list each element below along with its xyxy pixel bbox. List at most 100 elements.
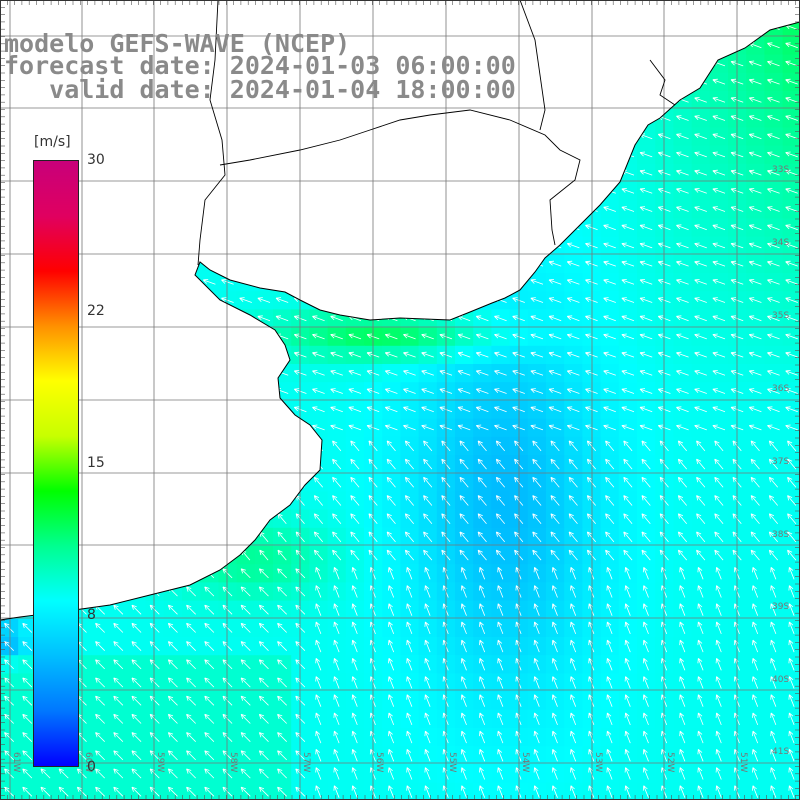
wind-cell — [327, 145, 347, 165]
wind-arrow — [4, 440, 14, 452]
wind-arrow — [330, 115, 343, 121]
wind-cell — [200, 236, 219, 256]
wind-arrow — [222, 513, 233, 524]
wind-cell — [491, 236, 511, 256]
wind-cell — [218, 364, 238, 383]
wind-cell — [145, 0, 165, 19]
lon-label: 59W — [155, 752, 165, 772]
wind-cell — [182, 400, 201, 420]
wind-cell — [418, 200, 438, 219]
wind-arrow — [239, 424, 252, 431]
wind-arrow — [221, 169, 234, 176]
wind-arrow — [2, 333, 16, 340]
wind-arrow — [277, 458, 287, 470]
wind-arrow — [131, 458, 142, 470]
wind-arrow — [148, 188, 161, 194]
wind-arrow — [4, 513, 14, 524]
wind-arrow — [421, 224, 434, 231]
wind-cell — [546, 72, 565, 92]
wind-arrow — [621, 78, 635, 85]
wind-cell — [782, 145, 800, 165]
colorbar-tick-22: 22 — [87, 303, 105, 319]
wind-arrow — [186, 440, 196, 452]
wind-arrow — [221, 351, 234, 358]
wind-cell — [163, 236, 183, 256]
wind-arrow — [130, 351, 143, 358]
wind-arrow — [403, 24, 416, 30]
wind-arrow — [22, 513, 32, 524]
wind-arrow — [148, 424, 161, 431]
wind-arrow — [257, 260, 271, 267]
wind-cell — [600, 72, 620, 92]
wind-cell — [127, 0, 147, 19]
wind-cell — [91, 418, 110, 438]
wind-cell — [200, 309, 219, 329]
wind-arrow — [475, 188, 489, 194]
wind-cell — [273, 127, 292, 147]
wind-arrow — [184, 151, 198, 158]
wind-arrow — [202, 169, 216, 176]
wind-cell — [236, 382, 256, 401]
wind-cell — [782, 91, 800, 110]
wind-cell — [382, 273, 401, 292]
wind-arrow — [111, 260, 125, 267]
wind-arrow — [95, 531, 105, 543]
wind-arrow — [20, 370, 34, 376]
wind-arrow — [148, 406, 161, 413]
wind-arrow — [257, 206, 271, 212]
wind-cell — [145, 236, 165, 256]
wind-arrow — [239, 151, 252, 158]
wind-arrow — [22, 458, 32, 470]
wind-cell — [527, 236, 547, 256]
wind-cell — [109, 163, 128, 183]
wind-arrow — [530, 206, 544, 212]
wind-cell — [163, 364, 183, 383]
wind-arrow — [621, 60, 635, 67]
wind-arrow — [585, 60, 598, 67]
wind-cell — [91, 109, 110, 128]
wind-arrow — [384, 297, 398, 303]
wind-arrow — [130, 6, 143, 12]
lon-label: 56W — [374, 752, 384, 772]
wind-arrow — [767, 6, 780, 12]
wind-cell — [637, 109, 656, 128]
wind-arrow — [148, 151, 161, 158]
wind-arrow — [111, 279, 125, 285]
wind-arrow — [748, 24, 762, 30]
wind-cell — [473, 236, 492, 256]
wind-cell — [91, 0, 110, 19]
wind-arrow — [421, 42, 434, 49]
wind-arrow — [421, 24, 434, 30]
wind-arrow — [348, 6, 362, 12]
wind-arrow — [186, 531, 196, 543]
wind-cell — [0, 145, 19, 165]
wind-cell — [163, 400, 183, 420]
wind-arrow — [275, 351, 289, 358]
wind-cell — [127, 455, 147, 474]
wind-cell — [145, 327, 165, 347]
wind-cell — [91, 491, 110, 511]
wind-cell — [455, 236, 474, 256]
wind-arrow — [259, 495, 269, 506]
wind-cell — [163, 327, 183, 347]
lat-label: 33S — [772, 165, 789, 175]
wind-arrow — [204, 495, 214, 506]
wind-arrow — [275, 115, 289, 121]
wind-cell — [218, 345, 238, 365]
wind-arrow — [241, 513, 251, 524]
wind-cell — [91, 200, 110, 219]
wind-arrow — [221, 333, 234, 340]
wind-arrow — [312, 169, 325, 176]
border-line — [219, 109, 581, 246]
wind-cell — [163, 473, 183, 492]
wind-cell — [0, 345, 19, 365]
wind-arrow — [330, 133, 343, 140]
wind-arrow — [457, 224, 471, 231]
wind-arrow — [166, 370, 180, 376]
lon-label: 51W — [738, 752, 748, 772]
wind-cell — [254, 0, 274, 19]
wind-arrow — [239, 169, 252, 176]
wind-cell — [345, 236, 365, 256]
wind-cell — [291, 782, 310, 800]
wind-cell — [327, 236, 347, 256]
